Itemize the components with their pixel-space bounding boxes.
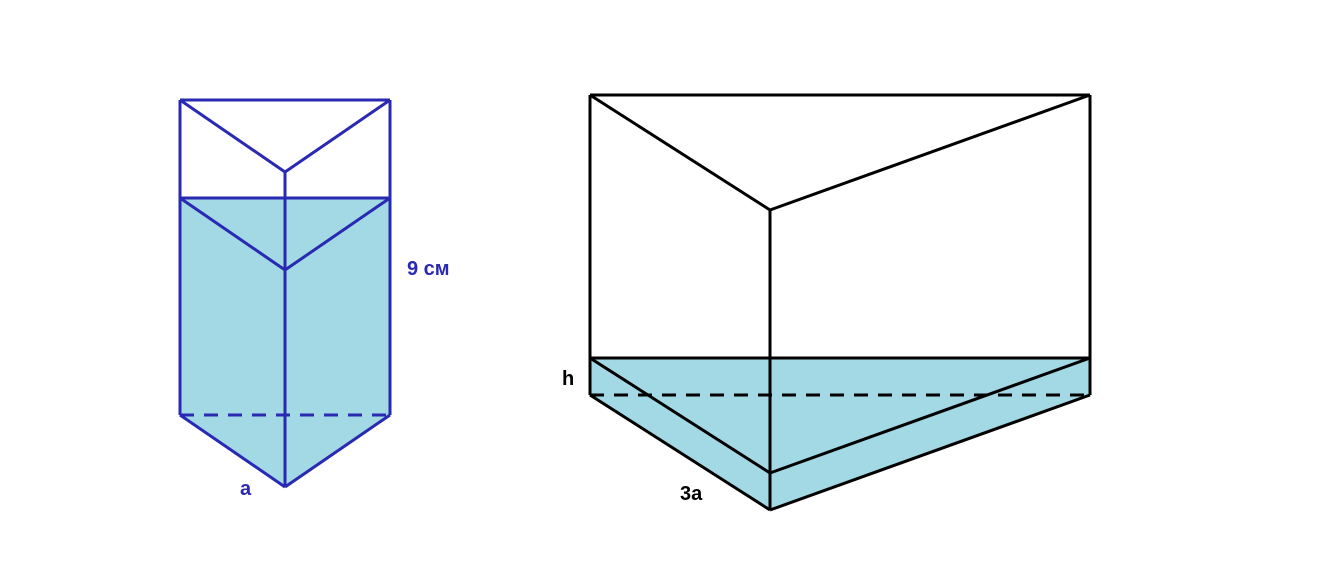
prism-large-top-right-edge — [770, 95, 1090, 210]
prism-large-top-left-edge — [590, 95, 770, 210]
prism-small-top-left-edge — [180, 100, 285, 172]
prism-large-label-edge: 3а — [680, 483, 703, 505]
prism-small-top-right-edge — [285, 100, 390, 172]
prism-small-label-height: 9 см — [407, 258, 450, 280]
prism-large-label-height: h — [562, 368, 574, 390]
prism-small-label-edge: а — [240, 478, 252, 500]
prism-small: 9 см а — [180, 100, 450, 500]
diagram-canvas: 9 см а h 3а — [0, 0, 1339, 588]
prism-large: h 3а — [562, 95, 1090, 510]
